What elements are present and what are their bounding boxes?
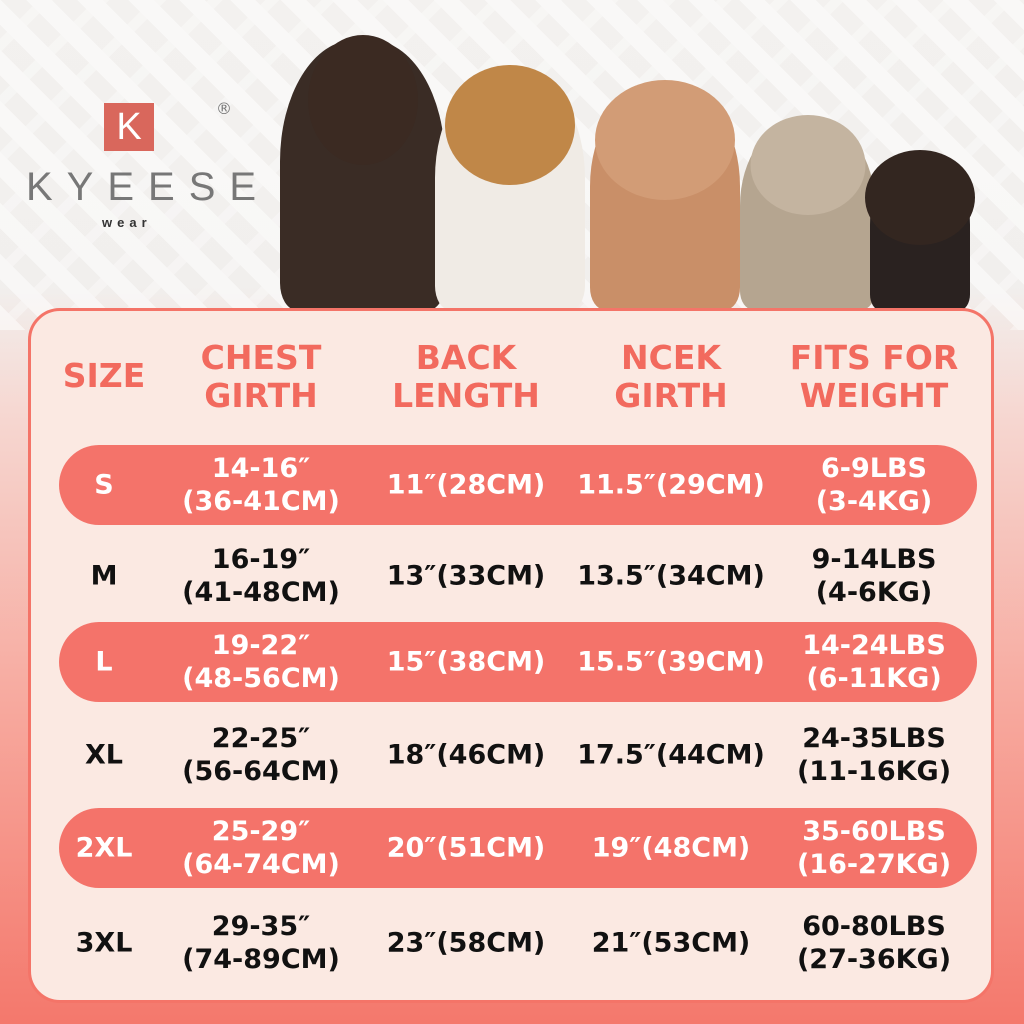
cell-weight: 6-9LBS (3-4KG) xyxy=(815,453,933,517)
row-highlight xyxy=(59,445,977,525)
header-neck-girth: NCEK GIRTH xyxy=(614,338,728,415)
header-chest-girth: CHEST GIRTH xyxy=(200,338,322,415)
cell-neck: 11.5″(29CM) xyxy=(577,469,765,501)
cell-back: 13″(33CM) xyxy=(386,560,546,592)
table-row: S 14-16″ (36-41CM) 11″(28CM) 11.5″(29CM) 6-9… xyxy=(31,445,991,525)
logo-mark: K xyxy=(104,103,154,151)
cell-size: M xyxy=(90,560,118,592)
cell-neck: 15.5″(39CM) xyxy=(577,646,765,678)
cell-back: 11″(28CM) xyxy=(386,469,546,501)
dogs-photo xyxy=(270,20,990,310)
cell-neck: 21″(53CM) xyxy=(591,927,751,959)
brand-sub: wear xyxy=(102,215,152,230)
cell-back: 20″(51CM) xyxy=(386,832,546,864)
row-highlight xyxy=(59,622,977,702)
table-row: 2XL 25-29″ (64-74CM) 20″(51CM) 19″(48CM) 35-… xyxy=(31,808,991,888)
cell-chest: 19-22″ (48-56CM) xyxy=(182,630,340,694)
cell-weight: 9-14LBS (4-6KG) xyxy=(811,544,937,608)
cell-size: 2XL xyxy=(75,832,133,864)
cell-back: 15″(38CM) xyxy=(386,646,546,678)
cell-neck: 19″(48CM) xyxy=(591,832,751,864)
cell-chest: 22-25″ (56-64CM) xyxy=(182,723,340,787)
table-row: XL 22-25″ (56-64CM) 18″(46CM) 17.5″(44CM) 24… xyxy=(31,715,991,795)
registered-mark: ® xyxy=(216,99,232,118)
cell-size: 3XL xyxy=(75,927,133,959)
table-row: 3XL 29-35″ (74-89CM) 23″(58CM) 21″(53CM) 60-… xyxy=(31,903,991,983)
cell-weight: 35-60LBS (16-27KG) xyxy=(796,816,952,880)
cell-neck: 13.5″(34CM) xyxy=(577,560,765,592)
poodle-image xyxy=(590,80,740,310)
chihuahua-image xyxy=(865,150,975,310)
cell-back: 23″(58CM) xyxy=(386,927,546,959)
header-weight: FITS FOR WEIGHT xyxy=(789,338,959,415)
cell-chest: 16-19″ (41-48CM) xyxy=(182,544,340,608)
cell-chest: 14-16″ (36-41CM) xyxy=(182,453,340,517)
cell-back: 18″(46CM) xyxy=(386,739,546,771)
cell-size: XL xyxy=(84,739,124,771)
doberman-image xyxy=(280,35,445,310)
header-back-length: BACK LENGTH xyxy=(392,338,540,415)
cell-neck: 17.5″(44CM) xyxy=(577,739,765,771)
header-size: SIZE xyxy=(62,356,146,395)
cell-chest: 25-29″ (64-74CM) xyxy=(182,816,340,880)
beagle-image xyxy=(435,65,585,310)
table-row: M 16-19″ (41-48CM) 13″(33CM) 13.5″(34CM) 9-1… xyxy=(31,536,991,616)
cell-size: S xyxy=(94,469,114,501)
cell-chest: 29-35″ (74-89CM) xyxy=(182,911,340,975)
brand-name: KYEESE xyxy=(26,165,271,209)
cell-weight: 24-35LBS (11-16KG) xyxy=(796,723,952,787)
cell-size: L xyxy=(95,646,113,678)
table-row: L 19-22″ (48-56CM) 15″(38CM) 15.5″(39CM) 14-… xyxy=(31,622,991,702)
row-highlight xyxy=(59,808,977,888)
terrier-image xyxy=(740,115,875,310)
cell-weight: 14-24LBS (6-11KG) xyxy=(802,630,946,694)
cell-weight: 60-80LBS (27-36KG) xyxy=(796,911,952,975)
size-chart: SIZE CHEST GIRTH BACK LENGTH NCEK GIRTH … xyxy=(28,308,994,1003)
